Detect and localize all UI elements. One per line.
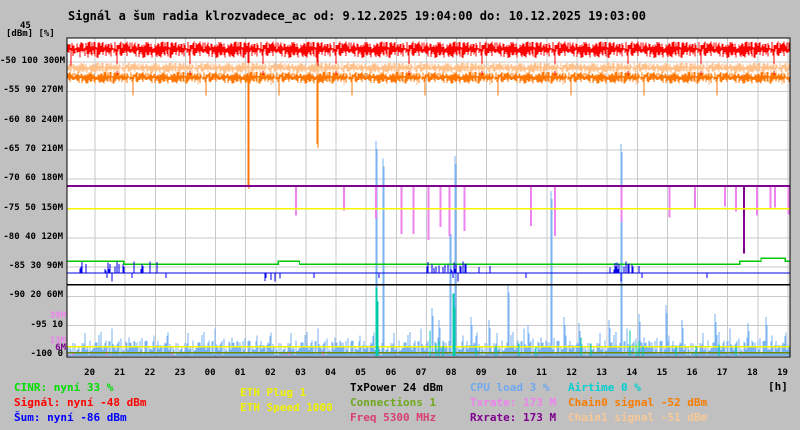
legend-item: ETH Speed 1000 [240,401,333,414]
y-axis-row-label: -90 20 60M [8,290,63,301]
y-axis-row-label: -60 80 240M [3,114,63,125]
series-signál [67,41,790,137]
y-axis-top-label: 45 [20,21,31,31]
legend-item: Freq 5300 MHz [350,411,437,424]
x-axis-hour-label: 21 [114,368,126,378]
y-axis-row-label: -85 30 90M [8,261,63,272]
y-axis-row-label: -55 90 270M [3,85,63,96]
x-axis-hour-label: 05 [355,368,367,378]
x-axis-hour-label: 09 [475,368,487,378]
x-axis-hour-label: 03 [295,368,306,378]
y-axis-row-label: -75 50 150M [3,202,63,213]
x-axis-hour-label: 20 [84,368,96,378]
series-chain0-signal [67,72,790,190]
x-axis-hour-label: 15 [656,368,668,378]
x-axis-hour-label: 01 [234,368,246,378]
legend-item: Chain0 signal -52 dBm [568,396,708,409]
x-axis-hour-label: 18 [746,368,758,378]
y-axis-rate-label: 39M [49,310,66,321]
legend-item: ETH Plug 1 [240,386,307,399]
y-axis-row-label: -70 60 180M [3,173,63,184]
series-cinr [67,257,790,265]
y-axis-row-label: -65 70 210M [3,143,63,154]
y-axis-rate-label: 6M [55,343,66,354]
x-axis-hour-label: 19 [777,368,788,378]
legend-item: Txrate: 173 M [470,396,557,409]
x-axis-hour-label: 14 [626,368,638,378]
series-airtime [375,287,737,356]
legend-item: Airtime 0 % [568,381,641,394]
x-axis-hour-label: 07 [415,368,427,378]
x-axis-hour-label: 23 [174,368,186,378]
x-axis-hour-label: 00 [204,368,216,378]
y-axis-row-label: -95 10 [30,319,63,330]
y-axis-row-label: -50 100 300M [0,56,66,66]
x-axis-hour-label: 02 [264,368,276,378]
y-axis-rate-label: 13M [49,336,66,347]
legend-item: Rxrate: 173 M [470,411,557,424]
legend-item: CPU load 3 % [470,381,550,394]
legend-item: Connections 1 [350,396,437,409]
x-axis-unit-label: [h] [768,380,788,393]
x-axis-hour-label: 10 [505,368,517,378]
x-axis-hour-label: 12 [566,368,578,378]
x-axis-hour-label: 22 [144,368,156,378]
x-axis-hour-label: 16 [686,368,698,378]
legend-item: Chain1 signal -51 dBm [568,411,708,424]
y-axis-unit-label: [dBm] [%] [6,29,55,39]
series-rxrate [67,185,790,254]
x-axis-hour-label: 08 [445,368,457,378]
x-axis-hour-label: 06 [385,368,397,378]
legend-item: TxPower 24 dBm [350,381,443,394]
series-chain1-signal [67,62,790,125]
x-axis-hour-label: 11 [536,368,547,378]
x-axis-hour-label: 04 [325,368,337,378]
plot-border [66,37,791,358]
legend-item: CINR: nyní 33 % [14,381,114,394]
legend-item: Šum: nyní -86 dBm [14,411,127,424]
series-sum-noise [67,261,790,282]
legend-item: Signál: nyní -48 dBm [14,396,147,409]
x-axis-hour-label: 13 [596,368,608,378]
chart-title: Signál a šum radia klrozvadece_ac od: 9.… [68,9,646,23]
y-axis-row-label: -100 0 [30,349,63,359]
x-axis-hour-label: 17 [716,368,728,378]
y-axis-row-label: -80 40 120M [3,231,63,242]
